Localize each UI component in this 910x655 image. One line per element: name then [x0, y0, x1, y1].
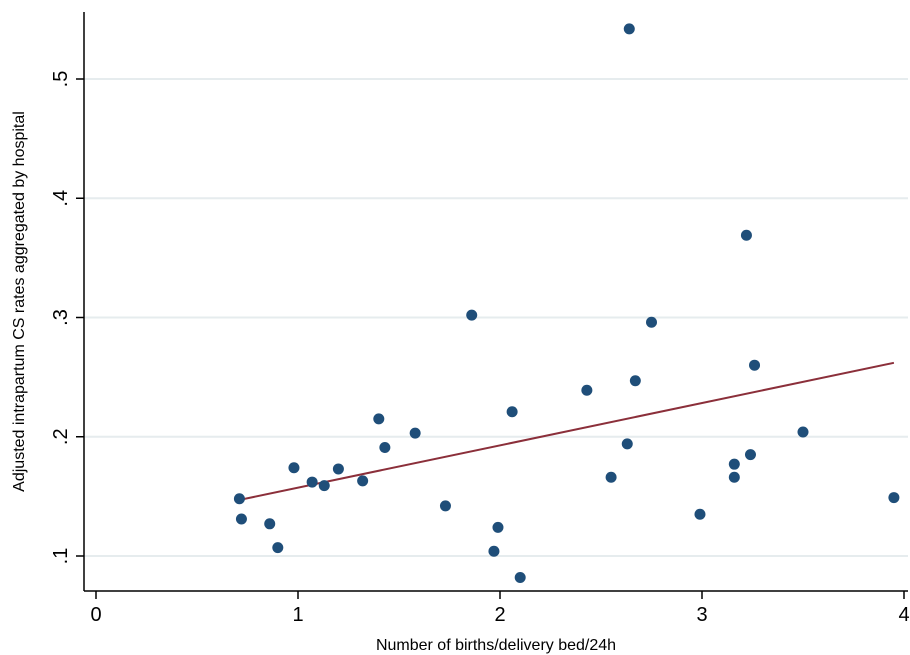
scatter-point	[488, 545, 500, 557]
scatter-point	[492, 521, 504, 533]
y-tick-label: .2	[50, 428, 72, 445]
scatter-point	[605, 471, 617, 483]
x-tick-label: 0	[90, 604, 101, 626]
x-tick-label: 4	[898, 604, 909, 626]
scatter-point	[514, 571, 526, 583]
x-tick-label: 2	[494, 604, 505, 626]
scatter-point	[288, 462, 300, 474]
scatter-point	[694, 508, 706, 520]
scatter-point	[629, 375, 641, 387]
x-axis-title: Number of births/delivery bed/24h	[376, 637, 616, 654]
scatter-point	[646, 316, 657, 328]
scatter-point	[264, 518, 276, 530]
scatter-point	[306, 476, 318, 488]
axes	[76, 12, 908, 599]
fitted-line	[239, 361, 895, 501]
scatter-point	[744, 449, 756, 461]
y-tick-label: .3	[50, 309, 72, 326]
scatter-point	[506, 406, 518, 418]
scatter-point	[740, 229, 752, 241]
scatter-point	[581, 384, 593, 396]
scatter-point	[797, 426, 809, 438]
x-tick-label: 3	[696, 604, 707, 626]
scatter-point	[621, 438, 633, 450]
scatter-point	[233, 493, 245, 505]
scatter-point	[318, 480, 330, 492]
scatter-point	[439, 500, 451, 512]
scatter-point	[728, 458, 740, 470]
x-tick-label: 1	[292, 604, 303, 626]
scatter-point	[357, 475, 369, 487]
scatter-point	[888, 492, 900, 504]
scatter-point	[728, 471, 740, 483]
scatter-point	[466, 309, 478, 321]
y-axis-title: Adjusted intrapartum CS rates aggregated…	[11, 111, 28, 492]
tick-labels: 0 1 2 3 4 .1 .2 .3 .4 .5	[50, 71, 910, 626]
scatter-point	[272, 542, 284, 554]
fitted-line-series	[239, 361, 895, 501]
scatter-points-series	[233, 23, 900, 583]
scatter-point	[409, 427, 421, 439]
scatter-point	[332, 463, 344, 475]
y-tick-label: .1	[50, 548, 72, 565]
y-tick-label: .5	[50, 71, 72, 88]
scatter-point	[235, 513, 247, 525]
gridlines	[84, 78, 908, 557]
scatter-point	[373, 413, 385, 425]
scatter-point	[623, 23, 635, 35]
scatter-point	[379, 441, 391, 453]
y-tick-label: .4	[50, 190, 72, 207]
scatter-point	[749, 359, 761, 371]
